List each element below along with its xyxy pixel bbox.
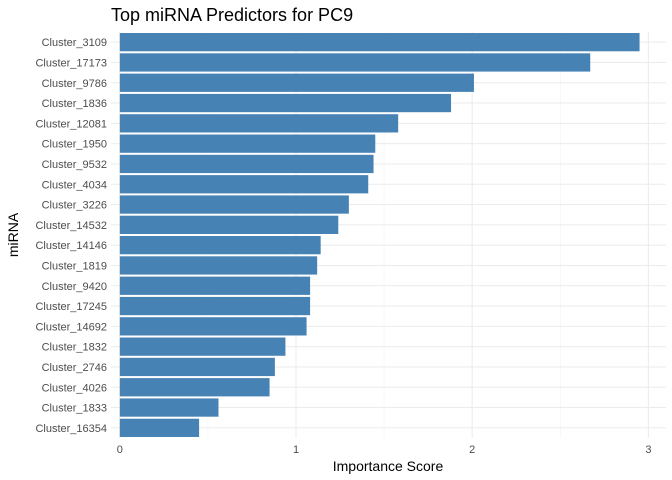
bar [119,276,311,295]
bar [119,114,399,133]
bar [119,73,474,92]
y-tick-label: Cluster_4026 [42,382,107,394]
y-tick-label: Cluster_1832 [42,342,107,354]
x-tick-label: 0 [117,444,123,456]
bars [119,33,640,437]
bar [119,33,640,52]
y-tick-label: Cluster_2746 [42,362,107,374]
y-tick-label: Cluster_12081 [35,118,107,130]
y-tick-label: Cluster_17173 [35,57,107,69]
chart-title: Top miRNA Predictors for PC9 [111,5,353,25]
y-tick-label: Cluster_3226 [42,200,107,212]
x-tick-label: 2 [469,444,475,456]
bar [119,357,275,377]
y-tick-label: Cluster_4034 [42,179,107,191]
bar [119,215,339,234]
y-tick-label: Cluster_14692 [35,321,107,333]
y-tick-label: Cluster_17245 [35,301,107,313]
x-tick-label: 1 [293,444,299,456]
x-tick-label: 3 [645,444,651,456]
y-tick-label: Cluster_1833 [42,403,107,415]
y-tick-label: Cluster_14146 [35,240,107,252]
bar [119,418,200,437]
y-tick-label: Cluster_9786 [42,78,107,90]
y-tick-label: Cluster_1836 [42,98,107,110]
y-tick-label: Cluster_9532 [42,159,107,171]
y-tick-label: Cluster_9420 [42,281,107,293]
y-tick-label: Cluster_1819 [42,260,107,272]
bar [119,296,311,316]
y-tick-label: Cluster_14532 [35,220,107,232]
bar [119,53,591,72]
bar [119,337,286,356]
y-tick-labels: Cluster_3109 Cluster_17173 Cluster_9786 Clu… [35,37,107,435]
bar [119,236,321,255]
y-tick-label: Cluster_16354 [35,423,107,435]
bar [119,93,452,113]
bar [119,154,374,174]
bar [119,175,369,194]
x-axis-title: Importance Score [333,458,444,474]
bar [119,134,376,153]
bar [119,317,307,336]
y-tick-label: Cluster_1950 [42,139,107,151]
grid [111,32,666,438]
bar [119,378,270,397]
bar [119,398,219,417]
y-tick-label: Cluster_3109 [42,37,107,49]
y-axis-title: miRNA [5,212,21,257]
bar [119,256,318,275]
bar [119,195,349,214]
x-tick-labels: 0 1 2 3 [117,444,652,456]
